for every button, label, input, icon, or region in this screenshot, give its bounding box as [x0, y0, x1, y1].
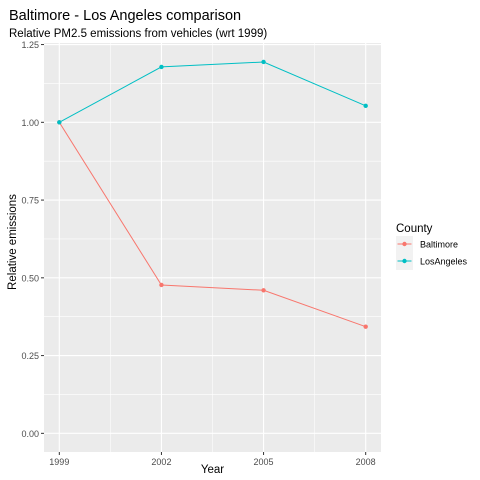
y-tick-label: 1.00: [21, 118, 39, 128]
series-layer: [57, 59, 368, 329]
data-point-losangeles: [159, 64, 164, 70]
legend-title: County: [396, 223, 433, 235]
data-point-baltimore: [159, 282, 164, 288]
y-axis: 0.00 0.25 0.50 0.75 1.00 1.25: [21, 40, 44, 439]
x-tick-label: 1999: [49, 457, 69, 467]
data-point-losangeles: [57, 120, 62, 125]
legend: County Baltimore LosAngeles: [396, 223, 468, 270]
x-axis-label: Year: [201, 464, 224, 476]
y-axis-label: Relative emissions: [7, 194, 19, 290]
x-tick-label: 2005: [254, 457, 274, 467]
y-tick-label: 0.00: [21, 429, 39, 439]
series-line-losangeles: [59, 61, 366, 123]
chart-subtitle: Relative PM2.5 emissions from vehicles (…: [9, 28, 267, 40]
grid-minor: [44, 43, 381, 452]
y-tick-label: 0.75: [21, 196, 39, 206]
data-point-baltimore: [363, 324, 368, 329]
data-point-baltimore: [261, 288, 266, 293]
grid-major: [44, 43, 381, 452]
x-tick-label: 2008: [356, 457, 376, 467]
y-tick-label: 1.25: [21, 40, 39, 50]
x-tick-label: 2002: [151, 457, 171, 467]
data-point-losangeles: [363, 103, 368, 109]
y-tick-label: 0.50: [21, 273, 39, 283]
legend-label-baltimore: Baltimore: [420, 240, 458, 250]
x-axis: 1999 2002 2005 2008: [49, 452, 376, 467]
series-line-baltimore: [58, 122, 366, 328]
legend-key-point-baltimore: [402, 241, 407, 247]
data-point-losangeles: [261, 59, 266, 65]
y-tick-label: 0.25: [21, 351, 39, 361]
legend-label-losangeles: LosAngeles: [420, 257, 468, 267]
chart-title: Baltimore - Los Angeles comparison: [9, 8, 241, 24]
legend-key-point-losangeles: [402, 258, 407, 264]
